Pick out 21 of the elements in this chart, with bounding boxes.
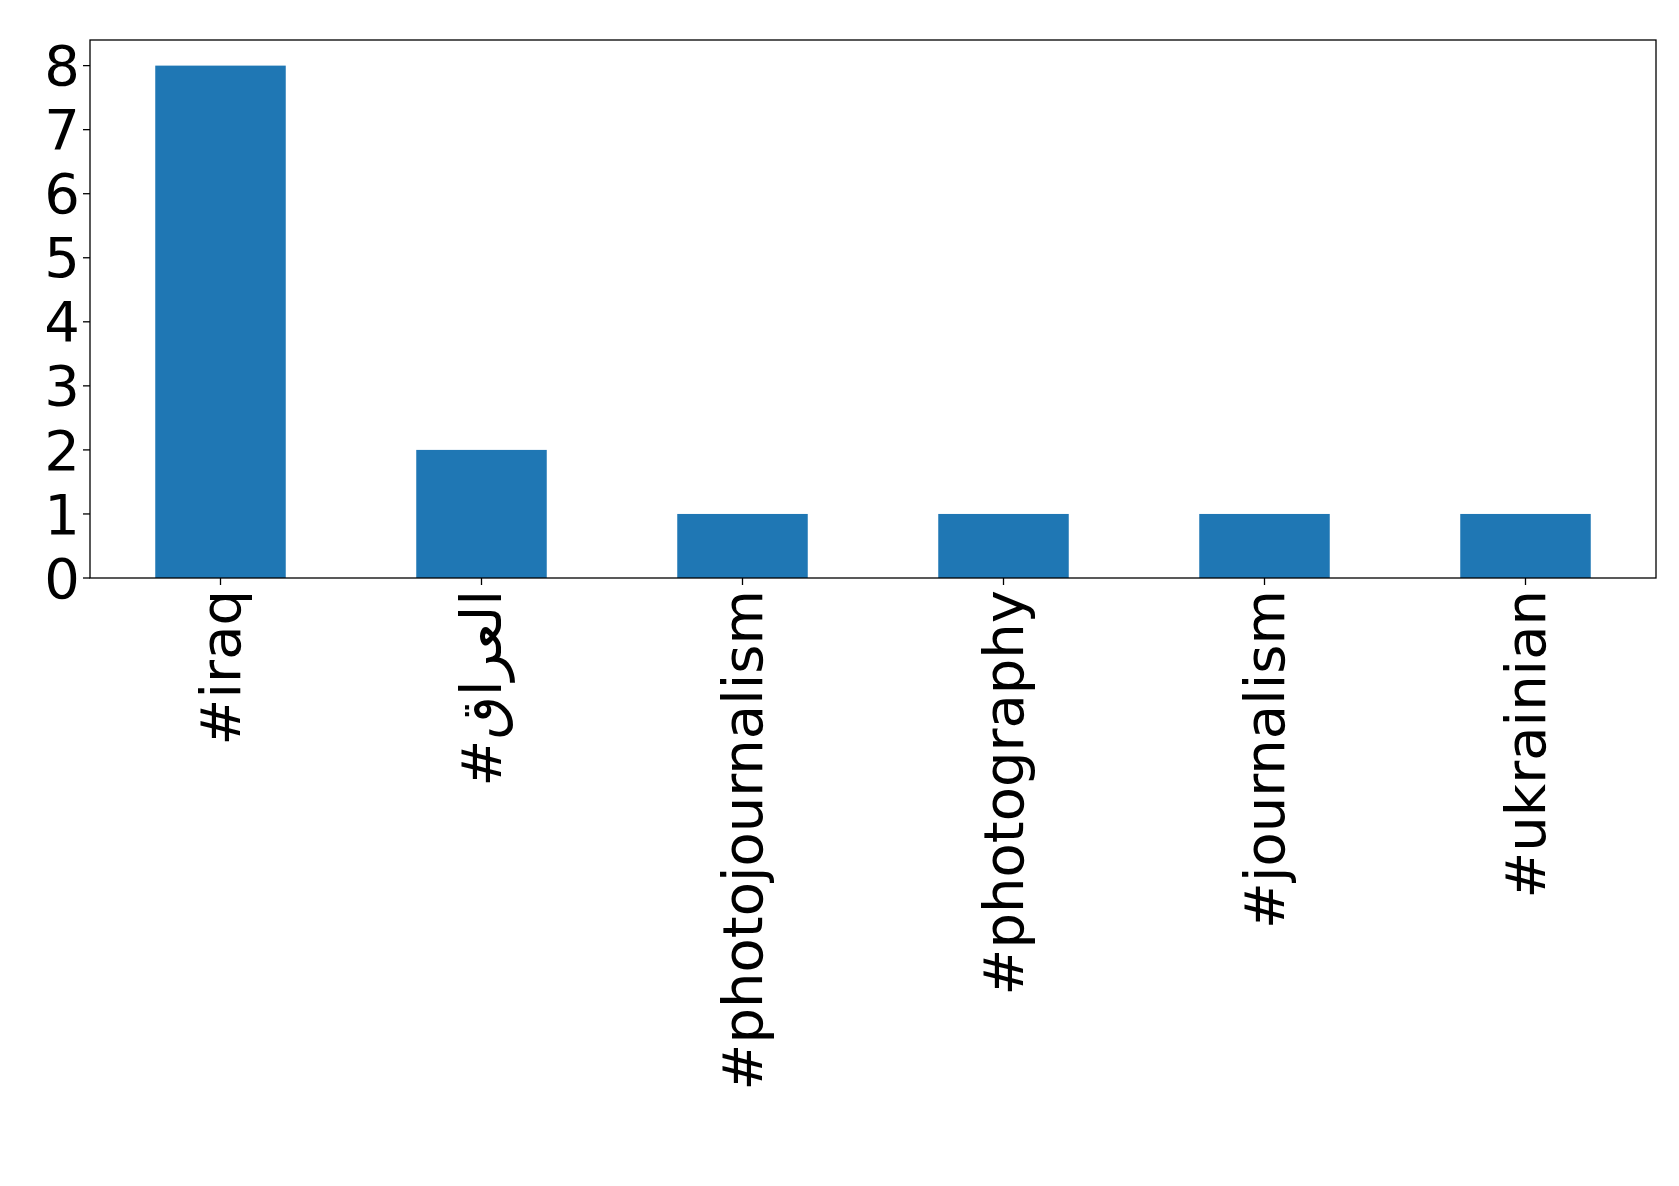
y-tick-label: 6	[44, 161, 80, 227]
y-tick-label: 2	[44, 417, 80, 483]
y-tick-label: 5	[44, 225, 80, 291]
y-tick-label: 0	[44, 545, 80, 611]
y-tick-label: 8	[44, 33, 80, 99]
y-tick-label: 4	[44, 289, 80, 355]
y-tick-label: 1	[44, 481, 80, 547]
bar	[1199, 513, 1330, 578]
x-tick-label: #photography	[971, 590, 1037, 996]
x-tick-label: #photojournalism	[710, 590, 776, 1091]
bar	[416, 449, 547, 578]
bar	[1460, 513, 1591, 578]
y-tick-label: 7	[44, 97, 80, 163]
bar	[938, 513, 1069, 578]
x-tick-label: #ukrainian	[1493, 590, 1559, 899]
bar	[677, 513, 808, 578]
x-tick-label: #iraq	[188, 590, 254, 746]
x-tick-label: #العراق	[449, 590, 516, 787]
bar	[155, 65, 286, 578]
x-tick-label: #journalism	[1232, 590, 1298, 929]
y-tick-label: 3	[44, 353, 80, 419]
